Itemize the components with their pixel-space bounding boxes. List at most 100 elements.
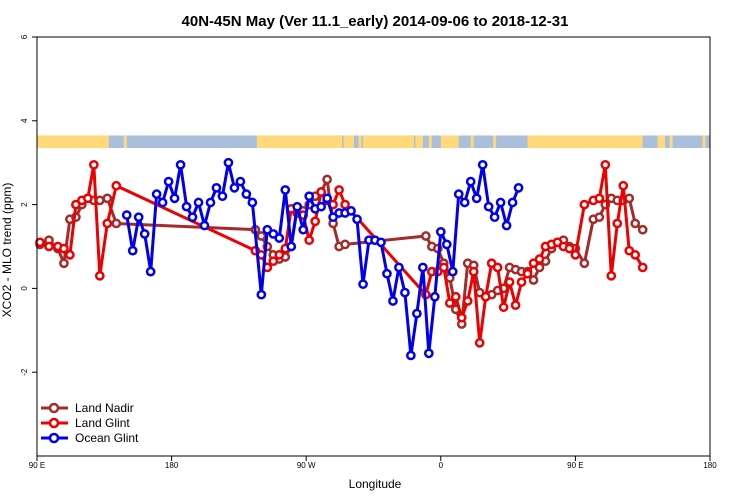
- data-point: [450, 291, 461, 302]
- data-point: [594, 212, 605, 223]
- data-point: [157, 197, 168, 208]
- land-band-segment: [527, 135, 643, 149]
- y-tick-label: -2: [20, 368, 29, 376]
- data-point: [400, 287, 410, 298]
- data-point: [304, 191, 315, 202]
- data-point: [35, 237, 45, 248]
- legend-label: Land Nadir: [75, 401, 134, 415]
- data-point: [256, 289, 267, 300]
- x-axis: 90 E 180 90 W 0 90 E 180: [29, 456, 717, 470]
- data-point: [151, 189, 162, 199]
- data-point: [44, 241, 54, 252]
- data-point: [169, 193, 180, 204]
- data-point: [94, 270, 105, 281]
- data-point: [286, 241, 297, 252]
- data-point: [418, 262, 428, 273]
- data-point: [435, 226, 446, 237]
- data-point: [624, 193, 635, 204]
- land-band-segment: [123, 135, 127, 149]
- data-point: [163, 176, 174, 187]
- data-point: [304, 235, 315, 246]
- data-point: [298, 224, 309, 235]
- data-point: [412, 308, 422, 319]
- land-band-segment: [363, 135, 414, 149]
- data-point: [394, 262, 404, 273]
- land-band-segment: [415, 135, 423, 149]
- data-point: [495, 197, 506, 208]
- land-band-segment: [669, 135, 673, 149]
- data-point: [59, 243, 69, 254]
- data-point: [594, 193, 605, 204]
- series-layer: [35, 157, 648, 361]
- data-point: [139, 229, 150, 239]
- data-point: [477, 159, 488, 170]
- data-point: [579, 199, 590, 210]
- legend-marker: [48, 402, 60, 414]
- series-land-glint: [35, 159, 648, 348]
- data-point: [340, 199, 350, 210]
- data-point: [292, 201, 303, 212]
- data-point: [181, 201, 192, 212]
- data-point: [310, 216, 321, 227]
- y-tick-label: 6: [20, 34, 29, 39]
- land-band-segment: [657, 135, 666, 149]
- data-point: [612, 218, 623, 229]
- data-point: [459, 197, 470, 208]
- land-band-segment: [493, 135, 497, 149]
- data-point: [474, 338, 485, 348]
- x-tick-label: 180: [165, 461, 179, 470]
- data-point: [229, 182, 240, 193]
- data-point: [606, 270, 617, 281]
- chart-title: 40N-45N May (Ver 11.1_early) 2014-09-06 …: [182, 13, 569, 30]
- data-point: [406, 350, 416, 361]
- data-point: [462, 296, 473, 306]
- data-point: [465, 176, 476, 187]
- land-band-segment: [470, 135, 474, 149]
- data-point: [316, 187, 327, 197]
- data-point: [504, 277, 515, 287]
- data-point: [637, 224, 648, 235]
- data-point: [133, 212, 144, 223]
- data-point: [447, 266, 458, 277]
- x-axis-label: Longitude: [349, 477, 402, 491]
- y-axis: -2 0 2 4 6: [20, 34, 37, 376]
- data-point: [59, 258, 69, 269]
- data-point: [82, 193, 93, 204]
- data-point: [322, 174, 332, 185]
- data-point: [564, 243, 575, 254]
- data-point: [630, 250, 641, 260]
- data-point: [513, 182, 524, 193]
- data-point: [280, 185, 291, 195]
- land-band-segment: [440, 135, 459, 149]
- land-band-segment: [428, 135, 432, 149]
- y-axis-label: XCO2 - MLO trend (ppm): [0, 183, 14, 318]
- land-band-segment: [343, 135, 355, 149]
- x-tick-label: 180: [703, 461, 717, 470]
- land-band-segment: [358, 135, 362, 149]
- land-band-segment: [256, 135, 343, 149]
- data-point: [388, 296, 398, 306]
- data-point: [600, 159, 611, 170]
- data-point: [145, 266, 156, 277]
- y-tick-label: 0: [20, 286, 29, 291]
- data-point: [489, 212, 500, 223]
- legend-label: Land Glint: [75, 416, 130, 430]
- data-point: [570, 250, 581, 260]
- data-point: [111, 180, 122, 191]
- x-tick-label: 0: [439, 461, 444, 470]
- data-point: [534, 254, 545, 264]
- legend-label: Ocean Glint: [75, 431, 139, 445]
- data-point: [217, 191, 228, 202]
- legend-item: Land Glint: [41, 416, 130, 430]
- data-point: [352, 214, 362, 225]
- data-point: [498, 302, 509, 313]
- data-point: [453, 189, 464, 199]
- data-point: [121, 210, 132, 220]
- series-ocean-glint: [121, 157, 524, 361]
- y-tick-label: 4: [20, 118, 29, 123]
- data-point: [211, 182, 222, 193]
- data-point: [579, 258, 590, 269]
- x-tick-label: 90 E: [567, 461, 583, 470]
- x-tick-label: 90 E: [29, 461, 45, 470]
- data-point: [468, 266, 479, 277]
